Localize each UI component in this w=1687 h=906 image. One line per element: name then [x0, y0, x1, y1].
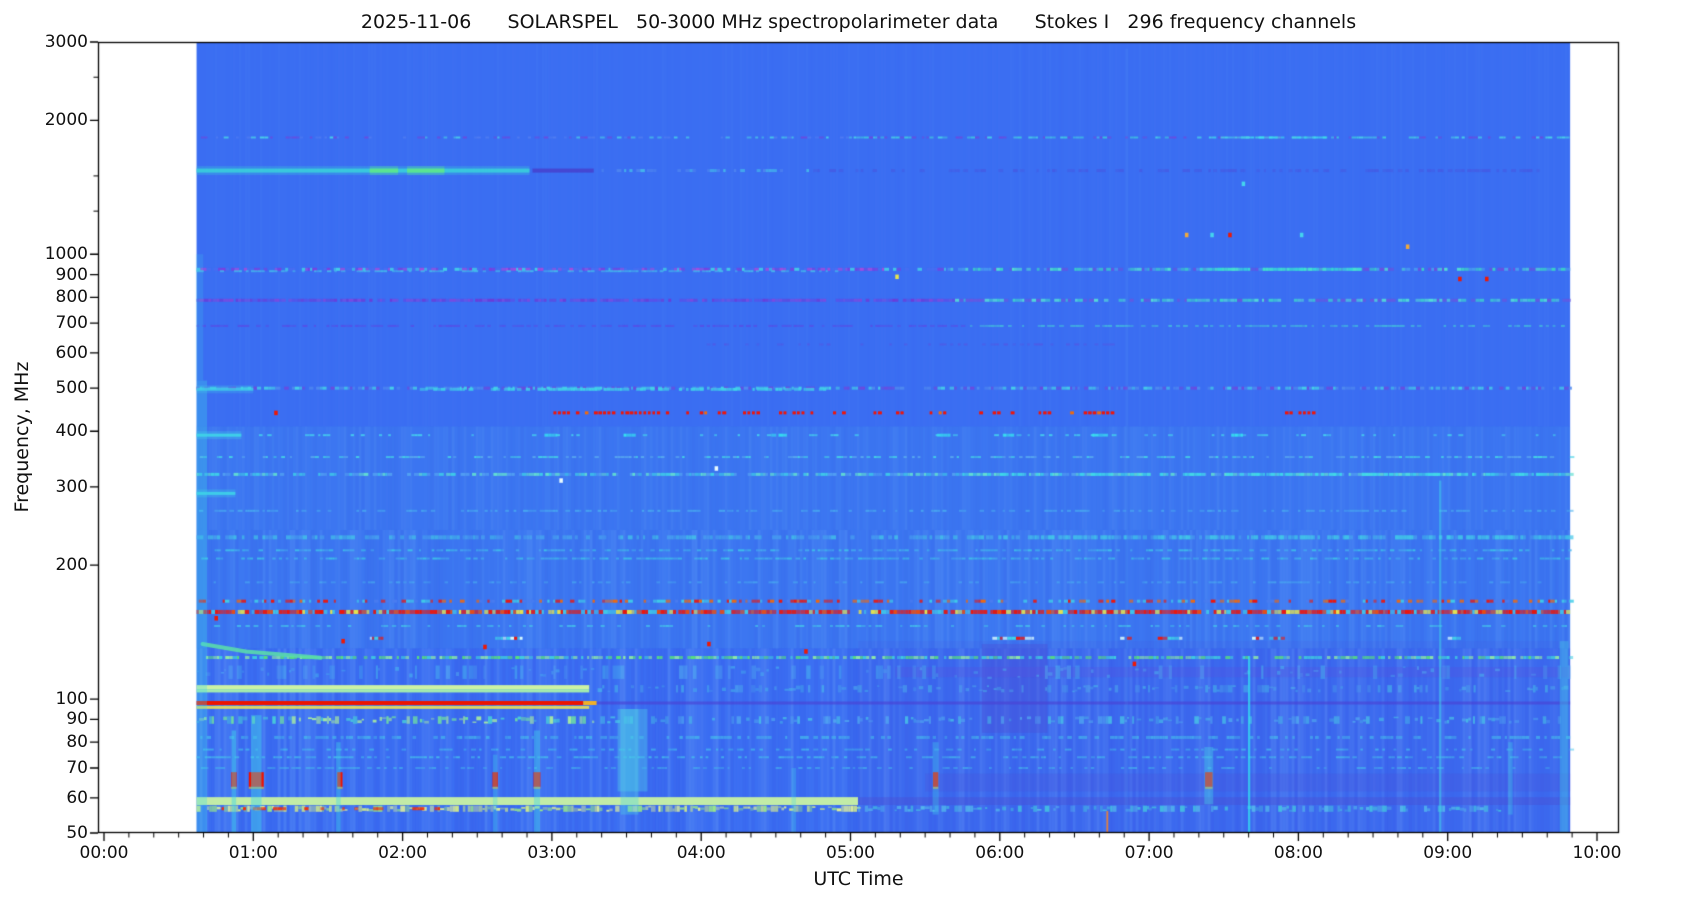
x-tick-label: 10:00 [1572, 843, 1622, 863]
y-tick-label: 700 [55, 313, 88, 334]
x-tick-label: 08:00 [1273, 843, 1323, 863]
y-tick-label: 300 [55, 476, 88, 497]
x-tick-label: 09:00 [1423, 843, 1473, 863]
y-tick-label: 500 [55, 378, 88, 399]
y-tick-label: 50 [66, 823, 88, 843]
x-tick-label: 06:00 [975, 843, 1025, 863]
y-tick-label: 70 [66, 757, 88, 778]
y-tick-label: 400 [55, 421, 88, 442]
x-tick-label: 01:00 [228, 843, 278, 863]
chart-title: 2025-11-06 SOLARSPEL 50-3000 MHz spectro… [360, 11, 1357, 33]
x-tick-label: 03:00 [527, 843, 577, 863]
x-tick-label: 00:00 [79, 843, 129, 863]
y-tick-label: 200 [55, 555, 88, 576]
y-tick-label: 600 [55, 342, 88, 363]
y-tick-label: 2000 [44, 110, 88, 131]
x-tick-label: 04:00 [676, 843, 726, 863]
x-axis-label: UTC Time [813, 868, 904, 890]
y-tick-label: 900 [55, 264, 88, 285]
y-tick-label: 90 [66, 709, 88, 730]
y-tick-label: 800 [55, 287, 88, 308]
y-tick-label: 3000 [44, 32, 88, 52]
y-tick-label: 100 [55, 689, 88, 710]
x-tick-label: 02:00 [378, 843, 428, 863]
y-tick-label: 60 [66, 787, 88, 808]
y-tick-label: 80 [66, 732, 88, 753]
x-tick-label: 05:00 [826, 843, 875, 863]
x-tick-label: 07:00 [1124, 843, 1174, 863]
y-tick-label: 1000 [44, 244, 88, 265]
